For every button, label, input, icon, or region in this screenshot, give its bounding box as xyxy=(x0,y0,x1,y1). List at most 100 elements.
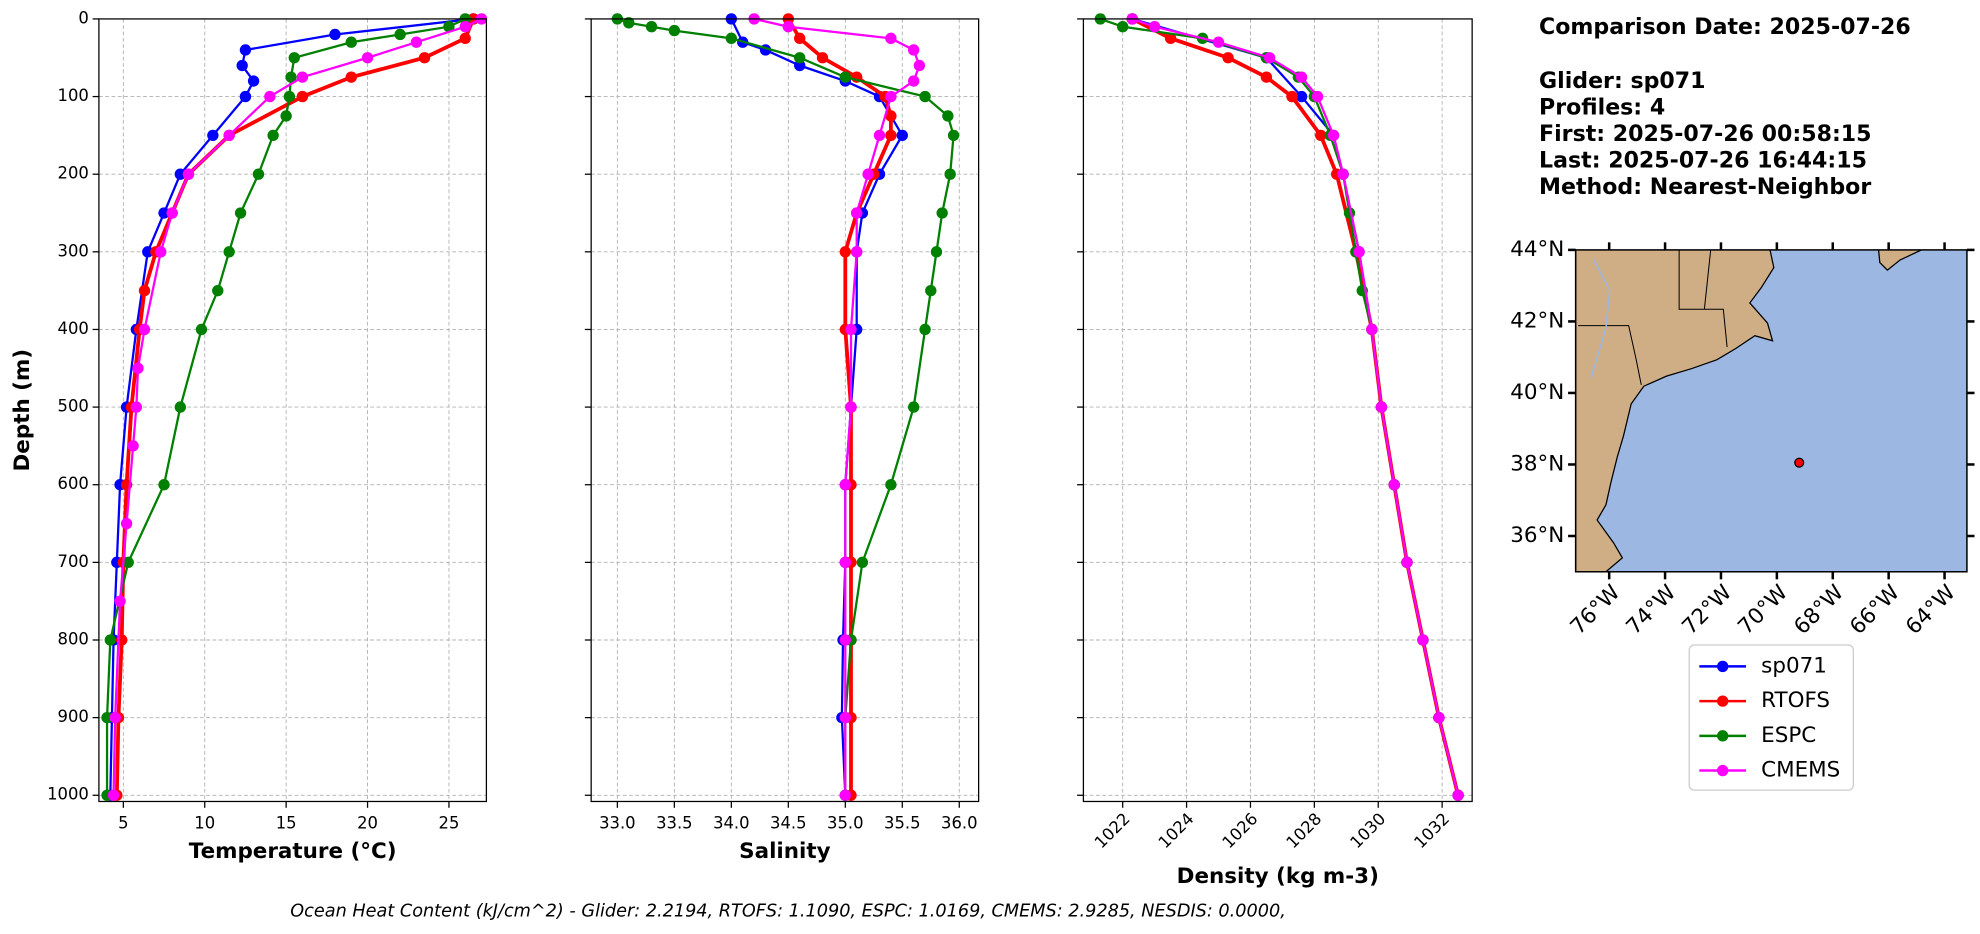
profile-point xyxy=(1452,789,1464,801)
profile-line xyxy=(112,17,483,796)
plot-frame xyxy=(98,18,488,803)
map-x-tick-label: 72°W xyxy=(1677,580,1737,640)
profile-point xyxy=(1260,71,1273,83)
legend-label: ESPC xyxy=(1761,723,1816,748)
profile-point xyxy=(845,401,857,413)
map-y-tick-label: 44°N xyxy=(1510,237,1564,262)
map-x-tick-label: 68°W xyxy=(1789,580,1849,640)
profile-point xyxy=(725,32,738,45)
x-axis-label: Temperature (°C) xyxy=(189,839,397,864)
profile-point xyxy=(851,207,863,219)
rivers xyxy=(1590,258,1611,379)
info-line: Last: 2025-07-26 16:44:15 xyxy=(1539,149,1867,174)
x-tick-label: 34.0 xyxy=(713,814,750,833)
map-x-tick-label: 64°W xyxy=(1901,580,1961,640)
profile-point xyxy=(839,246,851,258)
map-y-tick-label: 42°N xyxy=(1510,308,1564,333)
profile-point xyxy=(645,21,658,33)
profile-point xyxy=(155,246,167,258)
profile-point xyxy=(794,32,806,45)
profile-point xyxy=(1148,21,1161,33)
y-tick-label: 800 xyxy=(58,629,89,648)
x-tick-label: 36.0 xyxy=(941,814,978,833)
profile-point xyxy=(873,129,886,142)
profile-point xyxy=(908,44,920,56)
profile-point xyxy=(234,207,247,219)
profile-point xyxy=(459,32,471,45)
profile-point xyxy=(947,129,960,142)
profile-point xyxy=(1222,52,1234,64)
footer: Ocean Heat Content (kJ/cm^2) - Glider: 2… xyxy=(290,901,1286,921)
profile-point xyxy=(107,789,120,801)
profile-point xyxy=(1311,90,1324,103)
legend-marker xyxy=(1717,695,1729,707)
map-y-tick-label: 36°N xyxy=(1510,523,1564,548)
profile-point xyxy=(130,401,143,413)
x-tick-label: 1030 xyxy=(1346,809,1389,852)
profile-point xyxy=(166,207,178,219)
profile-line xyxy=(1131,17,1460,796)
profile-line xyxy=(105,17,466,796)
profile-point xyxy=(839,711,851,724)
y-tick-label: 600 xyxy=(58,474,89,493)
legend-marker xyxy=(1717,660,1729,673)
profile-point xyxy=(1286,90,1298,103)
profile-point xyxy=(459,21,471,33)
info-line: Glider: sp071 xyxy=(1539,69,1705,94)
profile-point xyxy=(623,17,635,29)
profile-point xyxy=(908,401,920,413)
profile-point xyxy=(1337,168,1349,180)
profile-point xyxy=(127,440,139,452)
map-x-tick-label: 74°W xyxy=(1622,580,1682,640)
y-tick-label: 1000 xyxy=(47,785,89,804)
profile-point xyxy=(122,556,134,569)
profile-point xyxy=(885,129,897,142)
profile-point xyxy=(345,36,357,48)
profile-point xyxy=(345,71,357,83)
profile-point xyxy=(851,246,863,258)
legend-label: sp071 xyxy=(1761,653,1827,678)
x-tick-label: 1022 xyxy=(1091,809,1134,852)
x-tick-label: 34.5 xyxy=(770,814,807,833)
profile-point xyxy=(158,479,170,491)
info-line: Comparison Date: 2025-07-26 xyxy=(1539,15,1911,40)
profile-point xyxy=(104,634,116,646)
profile-point xyxy=(195,323,208,336)
y-axis-label: Depth (m) xyxy=(10,349,35,472)
profile-point xyxy=(132,362,144,374)
profile-point xyxy=(1295,71,1308,83)
plot-frame xyxy=(1082,18,1473,803)
map-y-tick-label: 40°N xyxy=(1510,380,1564,405)
profile-point xyxy=(1366,323,1378,336)
profile-point xyxy=(908,75,920,87)
plot-frame xyxy=(590,18,980,803)
profile-point xyxy=(944,168,956,180)
x-tick-label: 25 xyxy=(439,814,460,833)
profile-point xyxy=(1117,21,1129,33)
y-tick-label: 200 xyxy=(58,164,89,183)
profile-point xyxy=(361,52,374,64)
profile-point xyxy=(845,323,857,336)
legend-label: CMEMS xyxy=(1761,758,1840,783)
glider-location xyxy=(1794,457,1805,468)
profile-point xyxy=(885,32,897,45)
land-nova-scotia xyxy=(1877,249,1922,271)
profile-point xyxy=(925,284,937,297)
x-axis-label: Density (kg m-3) xyxy=(1177,864,1379,889)
profile-point xyxy=(816,52,829,64)
y-tick-label: 0 xyxy=(78,8,88,27)
x-tick-label: 15 xyxy=(276,814,297,833)
profile-point xyxy=(930,246,943,258)
x-tick-label: 1032 xyxy=(1410,809,1453,852)
profile-point xyxy=(418,52,431,64)
map-y-tick-label: 38°N xyxy=(1510,451,1564,476)
profile-point xyxy=(1375,401,1388,413)
profile-point xyxy=(101,711,113,724)
x-tick-label: 10 xyxy=(194,814,215,833)
profile-point xyxy=(885,479,897,491)
profile-point xyxy=(283,90,296,103)
profile-point xyxy=(285,71,297,83)
profile-point xyxy=(1295,90,1308,103)
profile-point xyxy=(410,36,423,48)
